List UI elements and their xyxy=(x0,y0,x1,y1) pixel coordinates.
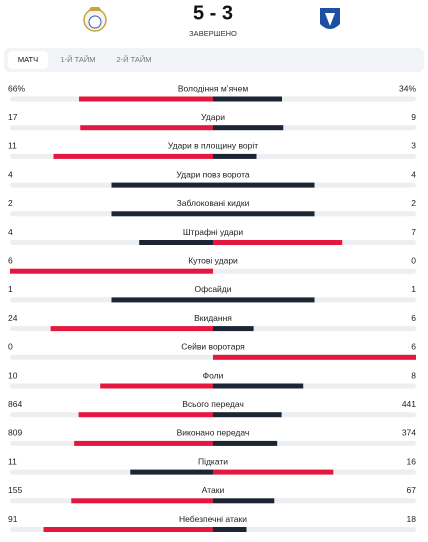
away-bar xyxy=(213,326,254,332)
home-logo xyxy=(83,7,107,32)
away-value: 0 xyxy=(411,255,416,265)
home-bar xyxy=(80,125,214,131)
away-value: 374 xyxy=(402,428,416,438)
tab[interactable]: 1-Й ТАЙМ xyxy=(60,55,95,64)
home-value: 0 xyxy=(8,342,13,352)
home-value: 66% xyxy=(8,83,25,93)
home-value: 24 xyxy=(8,313,18,323)
tab[interactable]: 2-Й ТАЙМ xyxy=(116,55,151,64)
home-bar xyxy=(50,326,213,332)
home-value: 11 xyxy=(8,456,17,466)
away-value: 3 xyxy=(411,141,416,151)
away-logo xyxy=(320,8,340,29)
home-value: 17 xyxy=(8,112,18,122)
stat-label: Вкидання xyxy=(194,313,232,323)
home-value: 2 xyxy=(8,198,13,208)
stat-label: Підкати xyxy=(198,456,228,466)
home-bar xyxy=(78,412,213,418)
away-value: 67 xyxy=(407,485,417,495)
away-value: 6 xyxy=(411,342,416,352)
away-bar xyxy=(213,412,282,418)
away-value: 441 xyxy=(402,399,416,409)
home-value: 864 xyxy=(8,399,22,409)
home-bar xyxy=(71,498,213,504)
home-value: 11 xyxy=(8,141,17,151)
away-value: 7 xyxy=(411,227,416,237)
stat-label: Атаки xyxy=(202,485,225,495)
stat-label: Виконано передач xyxy=(177,428,250,438)
away-bar xyxy=(213,354,416,360)
home-bar xyxy=(43,527,213,532)
home-bar xyxy=(74,440,213,446)
away-value: 1 xyxy=(411,284,416,294)
away-bar xyxy=(213,153,257,159)
home-bar xyxy=(111,297,213,303)
home-bar xyxy=(111,211,213,217)
stat-label: Удари повз ворота xyxy=(176,169,249,179)
match-status: ЗАВЕРШЕНО xyxy=(189,29,237,38)
active-tab[interactable] xyxy=(8,51,48,69)
tab[interactable]: МАТЧ xyxy=(18,55,38,64)
home-value: 4 xyxy=(8,227,13,237)
stat-label: Офсайди xyxy=(194,284,231,294)
away-bar xyxy=(213,383,304,389)
home-value: 4 xyxy=(8,169,13,179)
home-bar xyxy=(10,268,213,274)
home-bar xyxy=(139,240,213,245)
stat-label: Всього передач xyxy=(182,399,244,409)
away-bar xyxy=(213,440,278,446)
score: 5 - 3 xyxy=(193,2,233,24)
away-bar xyxy=(213,96,283,102)
home-value: 1 xyxy=(8,284,13,294)
away-bar xyxy=(213,240,343,245)
away-value: 6 xyxy=(411,313,416,323)
stat-label: Сейви воротаря xyxy=(181,342,245,352)
away-value: 4 xyxy=(411,169,416,179)
away-value: 2 xyxy=(411,198,416,208)
away-bar xyxy=(213,182,315,188)
away-value: 16 xyxy=(407,456,417,466)
away-value: 9 xyxy=(411,112,416,122)
stat-label: Фоли xyxy=(203,370,224,380)
stat-label: Володіння м’ячем xyxy=(178,83,248,93)
stat-label: Удари в площину воріт xyxy=(168,141,258,151)
home-bar xyxy=(79,96,214,102)
away-bar xyxy=(213,125,284,131)
away-value: 34% xyxy=(399,83,416,93)
stat-label: Кутові удари xyxy=(188,255,238,265)
away-bar xyxy=(213,469,334,475)
stat-label: Удари xyxy=(201,112,225,122)
home-value: 10 xyxy=(8,370,18,380)
stat-label: Заблоковані кидки xyxy=(177,198,250,208)
stat-label: Штрафні удари xyxy=(183,227,243,237)
away-value: 18 xyxy=(407,514,417,524)
away-value: 8 xyxy=(411,370,416,380)
home-bar xyxy=(111,182,213,188)
tab-bar xyxy=(4,48,424,72)
home-value: 155 xyxy=(8,485,22,495)
home-bar xyxy=(100,383,213,389)
home-value: 6 xyxy=(8,255,13,265)
home-value: 91 xyxy=(8,514,18,524)
away-bar xyxy=(213,211,315,217)
away-bar xyxy=(213,297,315,303)
home-value: 809 xyxy=(8,428,22,438)
home-bar xyxy=(130,469,213,475)
home-bar xyxy=(53,153,213,159)
away-bar xyxy=(213,527,247,532)
away-bar xyxy=(213,498,275,504)
stat-label: Небезпечні атаки xyxy=(179,514,247,524)
